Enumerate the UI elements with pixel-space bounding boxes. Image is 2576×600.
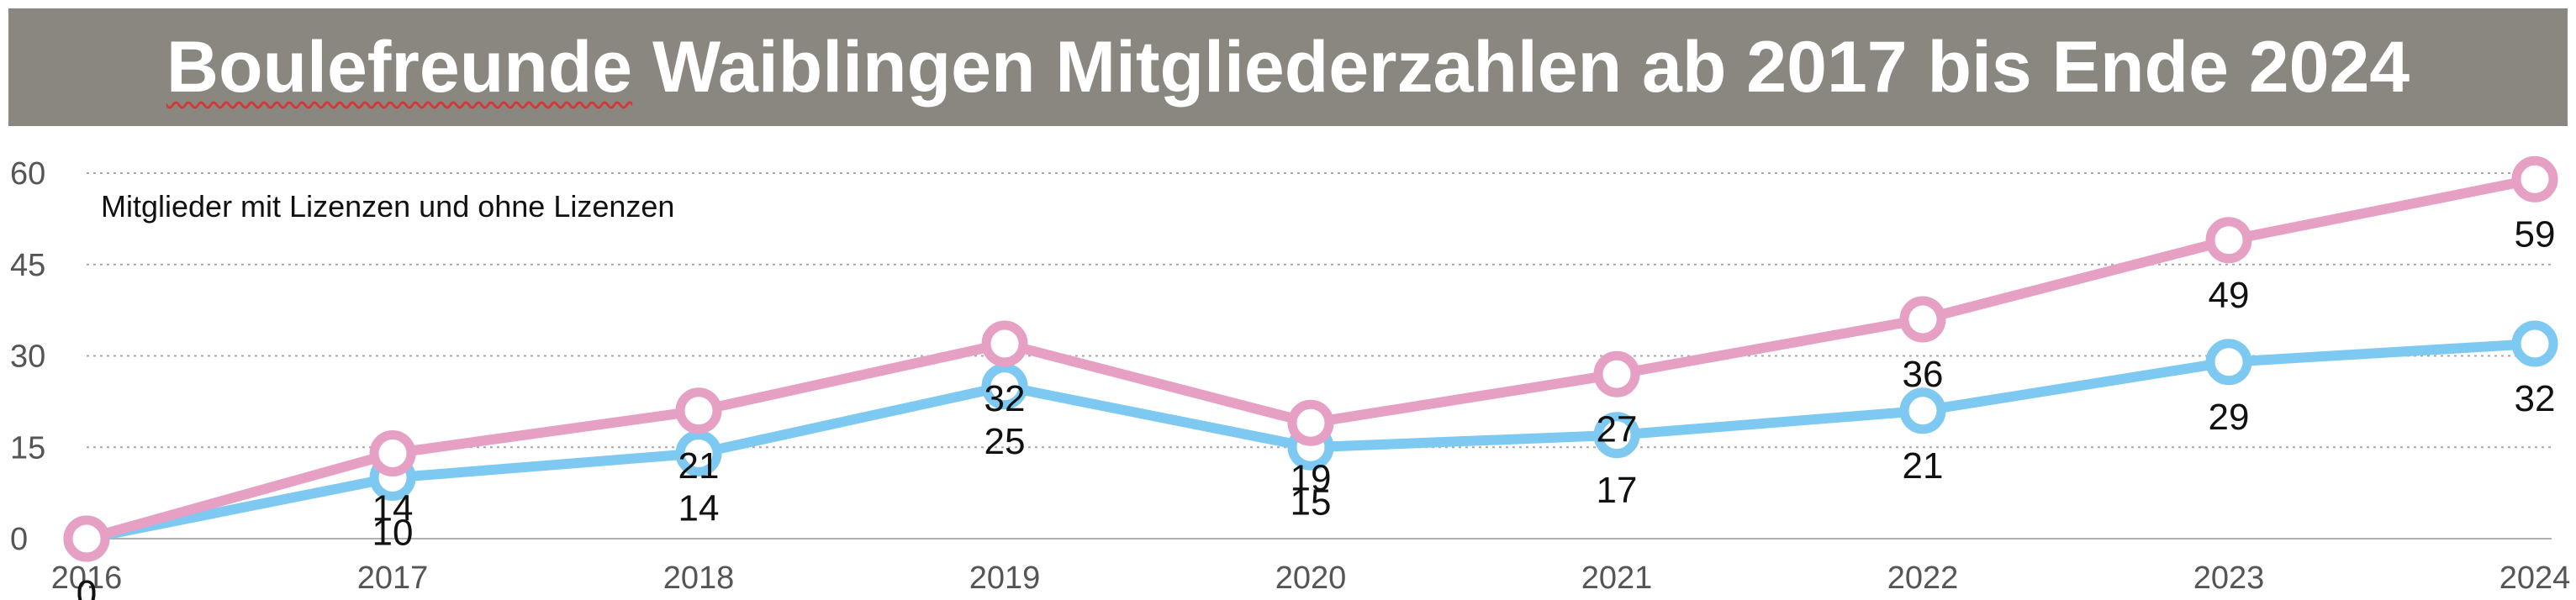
data-point-licensed (2205, 339, 2252, 386)
data-label-licensed: 29 (2209, 397, 2250, 438)
data-label-total: 32 (984, 378, 1026, 419)
data-point-total (981, 320, 1028, 367)
data-label-total: 14 (372, 488, 414, 529)
x-axis-ticks: 2016 2017 2018 2019 2020 2021 2022 2023 2024 (51, 561, 2571, 596)
x-tick-label: 2022 (1887, 561, 1959, 596)
data-point-total (369, 430, 416, 476)
grid-lines (87, 172, 2552, 539)
y-tick-label: 0 (10, 522, 28, 557)
data-label-licensed: 21 (1903, 445, 1944, 487)
x-tick-label: 2020 (1275, 561, 1347, 596)
x-tick-label: 2017 (357, 561, 429, 596)
y-axis-ticks: 0 15 30 45 60 (10, 156, 45, 557)
data-point-total (63, 515, 110, 562)
title-bar: Boulefreunde Waiblingen Mitgliederzahlen… (8, 8, 2568, 126)
x-tick-label: 2023 (2193, 561, 2265, 596)
data-label-licensed: 32 (2515, 378, 2556, 419)
data-label-total: 36 (1903, 354, 1944, 395)
data-label-licensed: 0 (77, 573, 97, 600)
data-point-licensed (981, 363, 1028, 410)
data-label-total: 27 (1597, 408, 1638, 450)
x-tick-label: 2018 (663, 561, 735, 596)
y-tick-label: 30 (10, 339, 45, 375)
data-point-licensed (1899, 387, 1946, 434)
y-tick-label: 45 (10, 248, 45, 283)
data-point-total (1593, 350, 1640, 397)
series-lines (63, 155, 2558, 562)
data-label-total: 0 (77, 573, 97, 600)
x-tick-label: 2019 (969, 561, 1041, 596)
data-label-total: 19 (1291, 457, 1332, 498)
data-label-licensed: 17 (1597, 470, 1638, 511)
data-label-total: 21 (678, 445, 720, 487)
data-label-licensed: 14 (678, 488, 720, 529)
data-point-licensed (2511, 320, 2558, 367)
chart-title: Boulefreunde Waiblingen Mitgliederzahlen… (166, 26, 2410, 109)
x-tick-label: 2024 (2499, 561, 2571, 596)
y-tick-label: 15 (10, 430, 45, 466)
chart-title-first-word: Boulefreunde (166, 26, 633, 108)
data-point-total (1287, 399, 1334, 446)
data-point-total (2205, 217, 2252, 264)
x-tick-label: 2021 (1581, 561, 1653, 596)
data-point-total (2511, 155, 2558, 203)
data-label-total: 49 (2209, 275, 2250, 316)
data-label-total: 59 (2515, 213, 2556, 255)
x-tick-label: 2016 (51, 561, 123, 596)
data-label-licensed: 10 (372, 513, 414, 554)
chart-title-rest: Waiblingen Mitgliederzahlen ab 2017 bis … (632, 26, 2410, 108)
data-point-licensed (1593, 412, 1640, 459)
data-point-total (675, 387, 722, 434)
data-point-licensed (675, 430, 722, 476)
data-point-total (1899, 296, 1946, 343)
data-label-licensed: 25 (984, 421, 1026, 462)
data-label-licensed: 15 (1291, 482, 1332, 523)
chart-annotation: Mitglieder mit Lizenzen und ohne Lizenze… (101, 189, 674, 224)
y-tick-label: 60 (10, 156, 45, 192)
